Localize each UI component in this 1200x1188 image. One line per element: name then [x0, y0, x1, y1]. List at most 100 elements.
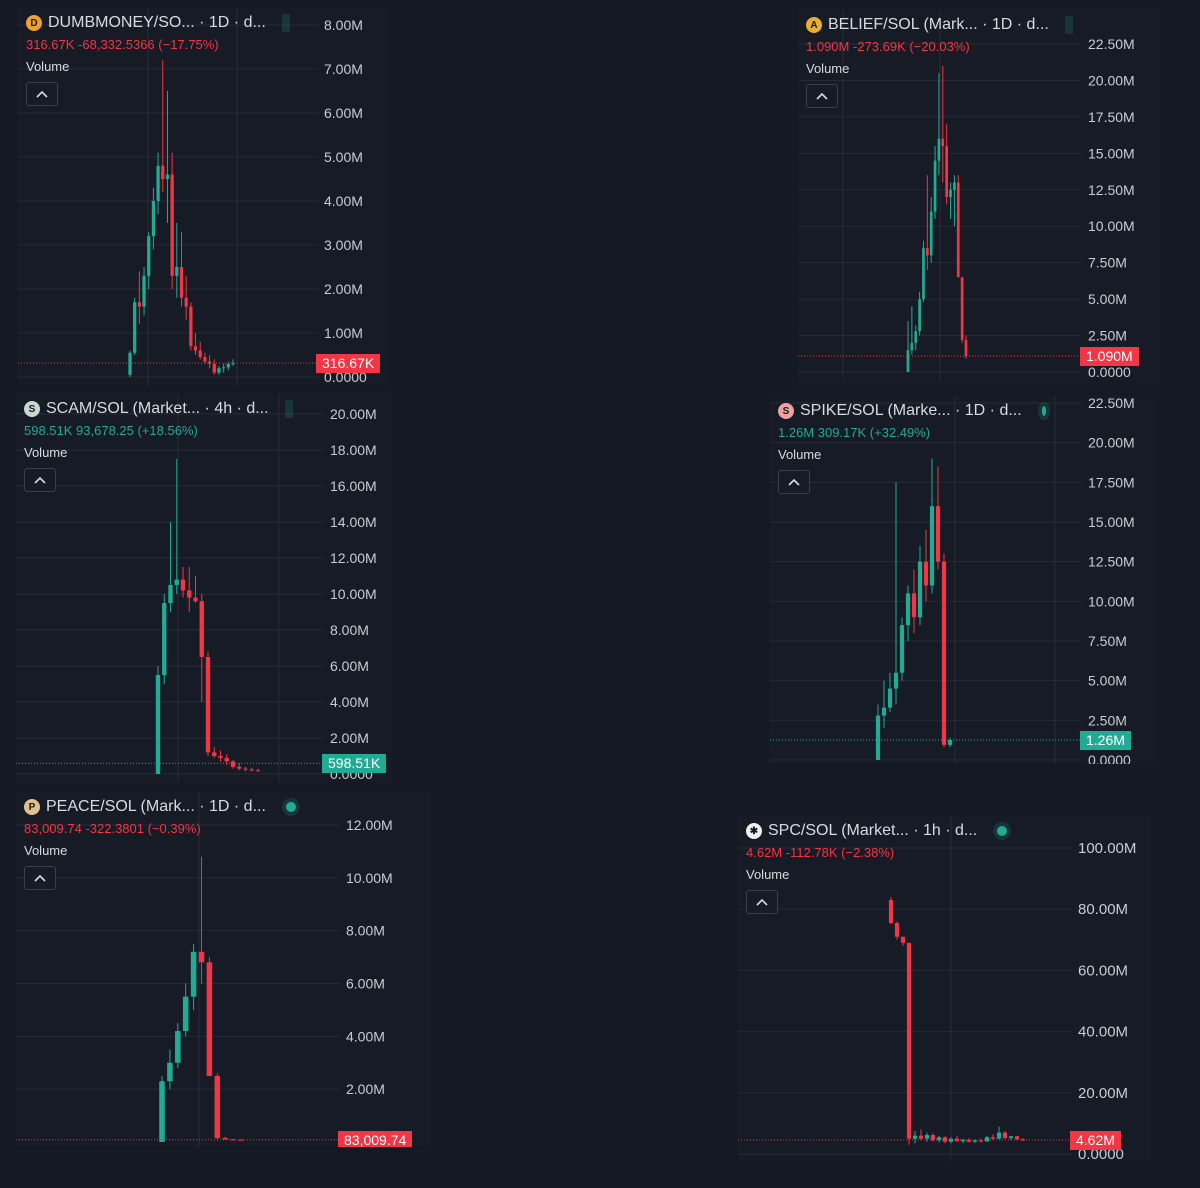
price-change-stats: 1.090M -273.69K (−20.03%) — [806, 39, 970, 54]
candle-body — [935, 506, 941, 562]
candle-body — [949, 189, 952, 198]
volume-label: Volume — [24, 843, 68, 858]
market-open-status-icon — [285, 802, 296, 812]
y-tick-label: 6.00M — [346, 976, 385, 992]
volume-label: Volume — [24, 445, 68, 460]
candle-body — [203, 357, 207, 362]
symbol-title-row[interactable]: P PEACE/SOL (Mark... · 1D · d... — [24, 798, 320, 816]
candle-body — [911, 593, 917, 618]
candle-body — [888, 900, 894, 923]
volume-label: Volume — [778, 447, 822, 462]
candle-body — [960, 277, 964, 340]
y-tick-label: 15.00M — [1088, 514, 1135, 530]
candle-body — [193, 346, 198, 351]
candle-body — [918, 299, 921, 332]
chevron-up-icon — [788, 478, 800, 486]
symbol-title-row[interactable]: S SPIKE/SOL (Marke... · 1D · d... — [778, 402, 1046, 420]
collapse-indicators-button[interactable] — [746, 890, 778, 914]
candle-body — [966, 1139, 972, 1142]
y-tick-label: 2.50M — [1088, 712, 1127, 728]
candle-body — [133, 302, 137, 353]
last-price-tag: 598.51K — [322, 754, 387, 774]
candle-body — [933, 160, 937, 212]
candle-body — [174, 579, 179, 585]
candle-body — [212, 752, 217, 756]
y-tick-label: 3.00M — [324, 237, 363, 253]
collapse-indicators-button[interactable] — [778, 470, 810, 494]
symbol-title: PEACE/SOL (Mark... · 1D · d... — [46, 798, 266, 815]
token-logo-icon: P — [24, 799, 40, 815]
chart-panel: 100.00M 80.00M 60.00M 40.00M 20.00M 0.0000 4.6… — [738, 816, 1150, 1161]
candle-body — [953, 182, 956, 190]
collapse-indicators-button[interactable] — [26, 82, 58, 106]
y-tick-label: 7.50M — [1088, 633, 1127, 649]
price-change-stats: 4.62M -112.78K (−2.38%) — [746, 845, 895, 860]
candle-body — [226, 363, 230, 368]
token-logo-icon: A — [806, 17, 822, 33]
symbol-title: BELIEF/SOL (Mark... · 1D · d... — [828, 16, 1049, 33]
y-tick-label: 5.00M — [1088, 291, 1127, 307]
candle-body — [230, 1139, 236, 1141]
candle-body — [162, 603, 167, 675]
symbol-title-row[interactable]: S SCAM/SOL (Market... · 4h · d... — [24, 400, 282, 418]
collapse-indicators-button[interactable] — [24, 866, 56, 890]
candle-body — [912, 1135, 918, 1139]
price-change-stats: 83,009.74 -322.3801 (−0.39%) — [24, 821, 201, 836]
chart-panel: 20.00M 18.00M 16.00M 14.00M 12.00M 10.00M 8.00… — [16, 394, 392, 782]
candle-body — [175, 267, 179, 276]
volume-label: Volume — [26, 59, 70, 74]
symbol-title-row[interactable]: A BELIEF/SOL (Mark... · 1D · d... — [806, 16, 1050, 34]
candle-body — [151, 201, 156, 237]
candle-body — [893, 672, 899, 689]
chevron-up-icon — [36, 90, 48, 98]
y-tick-label: 12.50M — [1088, 182, 1135, 198]
candle-body — [956, 182, 960, 278]
candle-body — [175, 1031, 181, 1063]
chart-header: ✱ SPC/SOL (Market... · 1h · d... 4.62M -11… — [746, 822, 1040, 914]
y-tick-label: 60.00M — [1078, 962, 1128, 979]
symbol-title-row[interactable]: ✱ SPC/SOL (Market... · 1h · d... — [746, 822, 1040, 840]
symbol-title: SCAM/SOL (Market... · 4h · d... — [46, 400, 269, 417]
candle-body — [978, 1140, 984, 1142]
y-tick-label: 14.00M — [330, 514, 377, 530]
candle-body — [167, 1062, 173, 1082]
y-tick-label: 7.00M — [324, 61, 363, 77]
candle-body — [190, 951, 197, 997]
candle-body — [165, 174, 170, 179]
y-tick-label: 20.00M — [1088, 72, 1135, 88]
candle-body — [168, 585, 173, 603]
candle-body — [182, 996, 189, 1032]
candle-body — [214, 1075, 221, 1139]
symbol-title-row[interactable]: D DUMBMONEY/SO... · 1D · d... — [26, 14, 278, 32]
candle-body — [929, 506, 935, 586]
candle-body — [218, 756, 223, 758]
candle-body — [918, 1135, 924, 1139]
collapse-indicators-button[interactable] — [24, 468, 56, 492]
candle-body — [193, 597, 198, 602]
y-tick-label: 10.00M — [1088, 218, 1135, 234]
candle-body — [198, 350, 202, 358]
candle-body — [996, 1132, 1002, 1139]
candle-body — [212, 363, 216, 373]
candle-body — [894, 922, 900, 937]
chart-panel: 22.50M 20.00M 17.50M 15.00M 12.50M 10.00M 7.50… — [770, 396, 1156, 764]
token-logo-icon: ✱ — [746, 823, 762, 839]
candle-body — [180, 579, 186, 591]
collapse-indicators-button[interactable] — [806, 84, 838, 108]
y-tick-label: 5.00M — [1088, 673, 1127, 689]
y-tick-label: 12.00M — [346, 817, 393, 833]
price-change-stats: 316.67K -68,332.5366 (−17.75%) — [26, 37, 219, 52]
y-tick-label: 2.00M — [324, 281, 363, 297]
y-tick-label: 4.00M — [330, 694, 369, 710]
candle-body — [900, 936, 906, 943]
candle-body — [947, 740, 953, 745]
token-logo-icon: S — [778, 403, 794, 419]
y-tick-label: 7.50M — [1088, 255, 1127, 271]
candle-body — [159, 1081, 165, 1142]
y-tick-label: 15.00M — [1088, 145, 1135, 161]
candle-body — [199, 601, 204, 657]
candle-body — [243, 768, 248, 770]
y-tick-label: 18.00M — [330, 442, 377, 458]
y-tick-label: 0.0000 — [1088, 752, 1131, 764]
